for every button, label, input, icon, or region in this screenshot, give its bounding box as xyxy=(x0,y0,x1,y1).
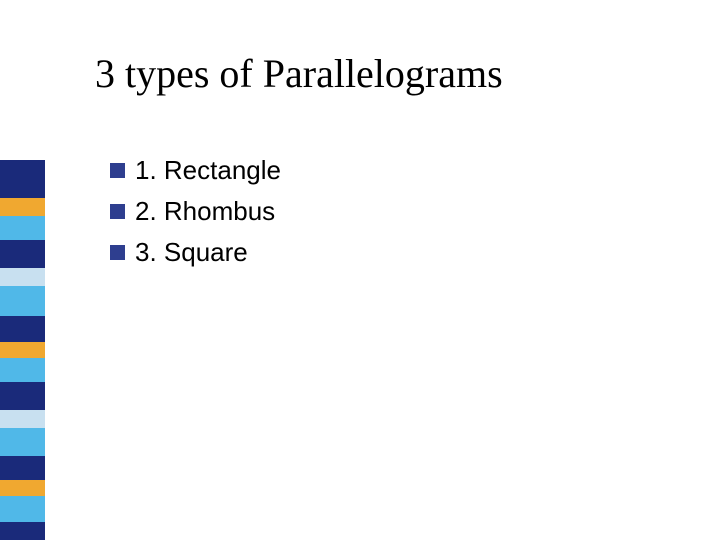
sidebar-stripe xyxy=(0,316,45,342)
decorative-sidebar xyxy=(0,160,45,540)
list-item: 1. Rectangle xyxy=(110,155,281,186)
list-item: 2. Rhombus xyxy=(110,196,281,227)
bullet-icon xyxy=(110,245,125,260)
list-item-text: 3. Square xyxy=(135,237,248,268)
list-item: 3. Square xyxy=(110,237,281,268)
bullet-icon xyxy=(110,204,125,219)
sidebar-stripe xyxy=(0,160,45,198)
list-item-text: 2. Rhombus xyxy=(135,196,275,227)
sidebar-stripe xyxy=(0,480,45,496)
sidebar-stripe xyxy=(0,240,45,268)
sidebar-stripe xyxy=(0,496,45,522)
sidebar-stripe xyxy=(0,456,45,480)
bullet-icon xyxy=(110,163,125,178)
page-title: 3 types of Parallelograms xyxy=(95,50,503,97)
sidebar-stripe xyxy=(0,286,45,316)
sidebar-stripe xyxy=(0,382,45,410)
sidebar-stripe xyxy=(0,358,45,382)
list-item-text: 1. Rectangle xyxy=(135,155,281,186)
sidebar-stripe xyxy=(0,268,45,286)
sidebar-stripe xyxy=(0,198,45,216)
sidebar-stripe xyxy=(0,410,45,428)
sidebar-stripe xyxy=(0,216,45,240)
sidebar-stripe xyxy=(0,522,45,540)
parallelogram-list: 1. Rectangle 2. Rhombus 3. Square xyxy=(110,155,281,278)
sidebar-stripe xyxy=(0,428,45,456)
sidebar-stripe xyxy=(0,342,45,358)
